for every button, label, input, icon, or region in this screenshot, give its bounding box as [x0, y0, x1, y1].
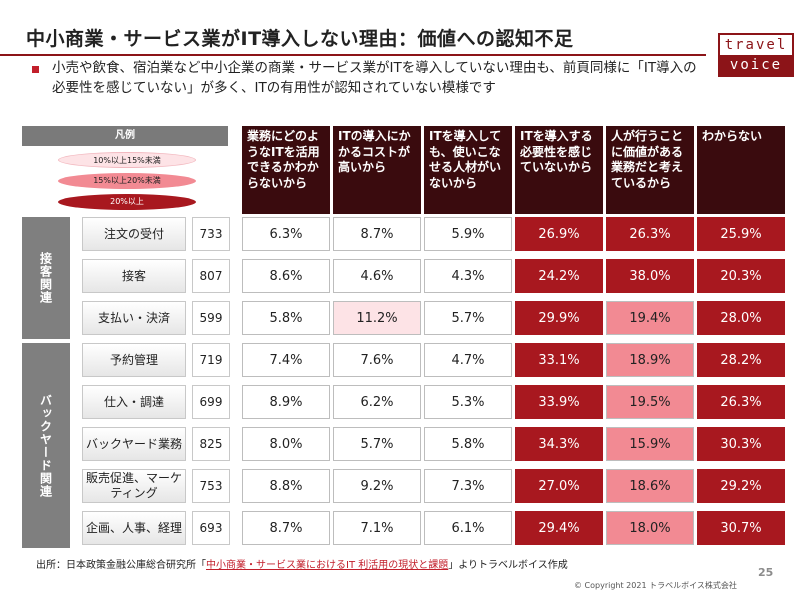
row-category: 企画、人事、経理: [82, 511, 186, 545]
table-cell: 33.1%: [515, 343, 603, 377]
legend-title: 凡例: [22, 126, 228, 146]
row-category: 販売促進、マーケティング: [82, 469, 186, 503]
table-cell: 24.2%: [515, 259, 603, 293]
logo-text-bottom: voice: [720, 55, 792, 75]
table-cell: 19.4%: [606, 301, 694, 335]
row-category: 注文の受付: [82, 217, 186, 251]
source-note: 出所：日本政策金融公庫総合研究所「中小商業・サービス業におけるIT 利活用の現状…: [36, 556, 568, 571]
column-header: わからない: [697, 126, 785, 214]
table-cell: 4.7%: [424, 343, 512, 377]
summary-text: 小売や飲食、宿泊業など中小企業の商業・サービス業がITを導入していない理由も、前…: [52, 60, 697, 96]
column-header: ITを導入する必要性を感じていないから: [515, 126, 603, 214]
column-header: 業務にどのようなITを活用できるかわからないから: [242, 126, 330, 214]
table-cell: 28.0%: [697, 301, 785, 335]
row-sample-size: 719: [192, 343, 230, 377]
table-cell: 18.9%: [606, 343, 694, 377]
table-cell: 5.9%: [424, 217, 512, 251]
table-cell: 9.2%: [333, 469, 421, 503]
table-cell: 4.3%: [424, 259, 512, 293]
logo-text-top: travel: [724, 37, 788, 53]
title-divider: [0, 54, 706, 56]
table-cell: 8.7%: [333, 217, 421, 251]
table-cell: 26.9%: [515, 217, 603, 251]
row-sample-size: 599: [192, 301, 230, 335]
table-cell: 5.8%: [242, 301, 330, 335]
table-cell: 11.2%: [333, 301, 421, 335]
row-category: バックヤード業務: [82, 427, 186, 461]
row-category: 仕入・調達: [82, 385, 186, 419]
table-cell: 29.4%: [515, 511, 603, 545]
source-prefix: 出所：日本政策金融公庫総合研究所「: [36, 560, 206, 571]
row-sample-size: 753: [192, 469, 230, 503]
table-cell: 7.3%: [424, 469, 512, 503]
table-cell: 6.3%: [242, 217, 330, 251]
table-cell: 20.3%: [697, 259, 785, 293]
table-cell: 5.7%: [424, 301, 512, 335]
row-category: 接客: [82, 259, 186, 293]
table-cell: 18.6%: [606, 469, 694, 503]
copyright: © Copyright 2021 トラベルボイス株式会社: [574, 581, 737, 590]
travelvoice-logo: travel voice: [718, 33, 794, 77]
bullet-square-icon: [32, 66, 39, 73]
row-sample-size: 807: [192, 259, 230, 293]
table-cell: 19.5%: [606, 385, 694, 419]
table-cell: 38.0%: [606, 259, 694, 293]
group-label-text: バックヤード関連: [38, 393, 53, 498]
group-label-backyard: バックヤード関連: [22, 343, 70, 548]
table-cell: 8.7%: [242, 511, 330, 545]
group-label-customer: 接客関連: [22, 217, 70, 339]
table-cell: 26.3%: [606, 217, 694, 251]
column-header: 人が行うことに価値がある業務だと考えているから: [606, 126, 694, 214]
table-cell: 30.7%: [697, 511, 785, 545]
row-sample-size: 825: [192, 427, 230, 461]
table-cell: 26.3%: [697, 385, 785, 419]
table-cell: 30.3%: [697, 427, 785, 461]
table-cell: 5.3%: [424, 385, 512, 419]
page-number: 25: [758, 566, 774, 579]
table-cell: 29.9%: [515, 301, 603, 335]
table-cell: 6.1%: [424, 511, 512, 545]
source-suffix: 」よりトラベルボイス作成: [448, 560, 568, 571]
table-cell: 4.6%: [333, 259, 421, 293]
table-cell: 8.9%: [242, 385, 330, 419]
table-cell: 28.2%: [697, 343, 785, 377]
column-header: ITを導入しても、使いこなせる人材がいないから: [424, 126, 512, 214]
table-cell: 5.7%: [333, 427, 421, 461]
table-cell: 34.3%: [515, 427, 603, 461]
table-cell: 25.9%: [697, 217, 785, 251]
table-cell: 8.0%: [242, 427, 330, 461]
legend-item-level3: 20%以上: [58, 194, 196, 210]
table-cell: 33.9%: [515, 385, 603, 419]
row-sample-size: 693: [192, 511, 230, 545]
table-cell: 18.0%: [606, 511, 694, 545]
table-cell: 8.6%: [242, 259, 330, 293]
table-cell: 7.6%: [333, 343, 421, 377]
table-cell: 5.8%: [424, 427, 512, 461]
table-cell: 6.2%: [333, 385, 421, 419]
row-category: 予約管理: [82, 343, 186, 377]
table-cell: 7.4%: [242, 343, 330, 377]
table-cell: 15.9%: [606, 427, 694, 461]
table-cell: 29.2%: [697, 469, 785, 503]
column-header: ITの導入にかかるコストが高いから: [333, 126, 421, 214]
group-label-text: 接客関連: [38, 252, 53, 304]
row-sample-size: 699: [192, 385, 230, 419]
table-cell: 7.1%: [333, 511, 421, 545]
table-cell: 8.8%: [242, 469, 330, 503]
legend-item-level2: 15%以上20%未満: [58, 173, 196, 189]
source-link[interactable]: 中小商業・サービス業におけるIT 利活用の現状と課題: [206, 560, 449, 571]
page-title: 中小商業・サービス業がIT導入しない理由：価値への認知不足: [26, 28, 574, 50]
row-sample-size: 733: [192, 217, 230, 251]
row-category: 支払い・決済: [82, 301, 186, 335]
legend-item-level1: 10%以上15%未満: [58, 152, 196, 168]
table-cell: 27.0%: [515, 469, 603, 503]
